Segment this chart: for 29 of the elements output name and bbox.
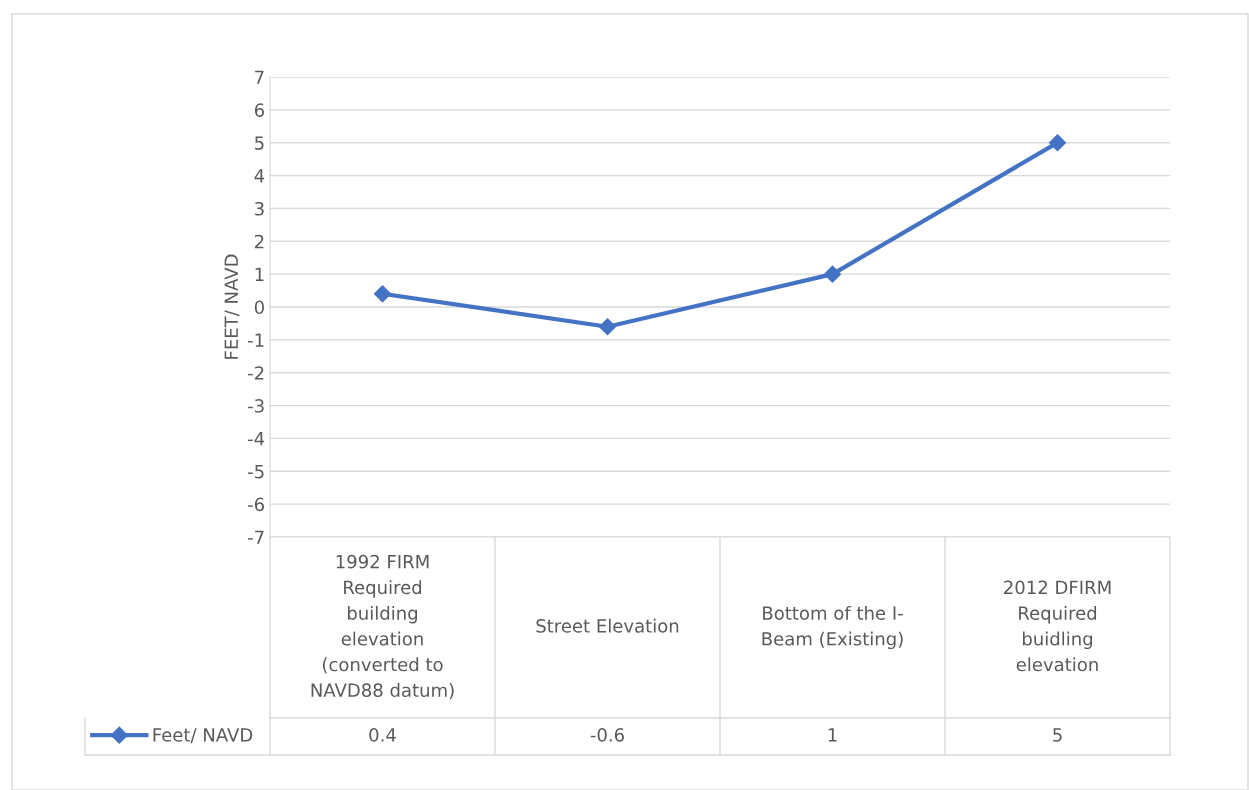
y-tick-label: 7 bbox=[255, 70, 264, 84]
y-tick-label: -3 bbox=[248, 399, 264, 413]
y-tick-label: -2 bbox=[248, 366, 264, 380]
legend-label: Feet/ NAVD bbox=[153, 728, 253, 744]
data-label: 1 bbox=[828, 728, 837, 742]
x-tick-label: Street Elevation bbox=[536, 618, 679, 633]
y-tick-label: -7 bbox=[248, 530, 264, 544]
y-tick-label: 1 bbox=[255, 267, 264, 281]
x-tick-label: 1992 FIRM Required building elevation (converted to NAVD88 datum) bbox=[311, 554, 454, 700]
y-tick-label: 0 bbox=[254, 300, 264, 315]
y-tick-label: -6 bbox=[248, 497, 264, 512]
y-tick-label: -1 bbox=[248, 333, 264, 347]
x-tick-label: Bottom of the I- Beam (Existing) bbox=[762, 605, 903, 650]
y-tick-label: 6 bbox=[254, 103, 264, 117]
data-label: 5 bbox=[1053, 728, 1062, 742]
y-tick-label: -4 bbox=[248, 432, 265, 446]
point bbox=[598, 318, 617, 336]
point bbox=[1048, 134, 1067, 152]
x-tick-label: 2012 DFIRM Required buidling elevation bbox=[1004, 580, 1111, 672]
y-tick-label: 5 bbox=[255, 136, 264, 150]
y-tick-label: 3 bbox=[255, 201, 264, 216]
data-label: -0.6 bbox=[590, 728, 624, 742]
y-tick-label: 4 bbox=[254, 169, 265, 183]
data-label: 0.4 bbox=[369, 728, 396, 742]
point bbox=[823, 265, 842, 283]
point bbox=[373, 285, 392, 303]
y-tick-label: -5 bbox=[248, 464, 264, 479]
y-axis-title: FEET/ NAVD bbox=[224, 254, 240, 359]
y-tick-label: 2 bbox=[254, 234, 264, 249]
